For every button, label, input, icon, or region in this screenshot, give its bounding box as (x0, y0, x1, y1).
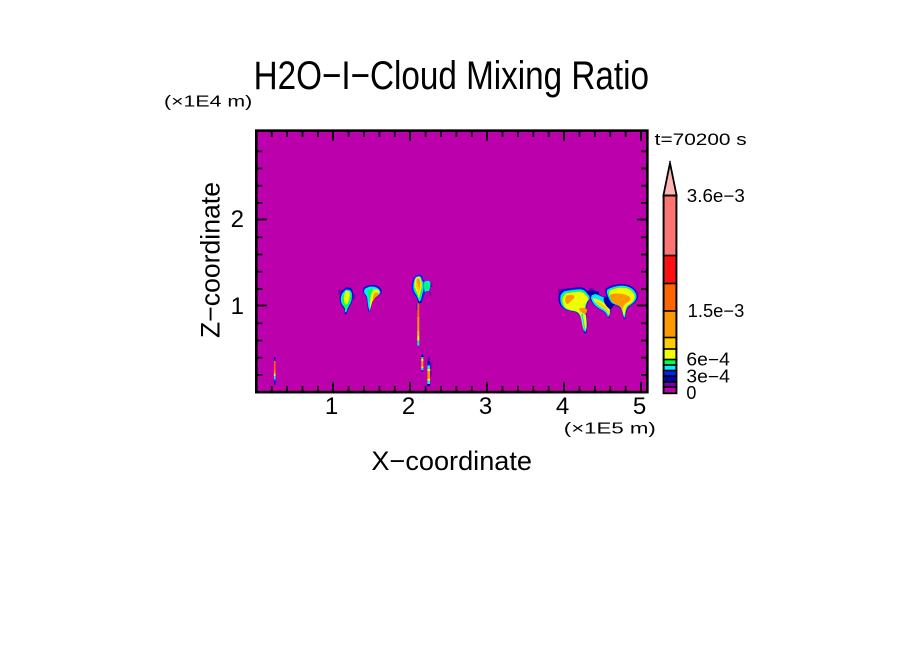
svg-text:3e−4: 3e−4 (686, 367, 729, 387)
svg-text:3.6e−3: 3.6e−3 (687, 186, 745, 206)
svg-text:1: 1 (231, 293, 244, 320)
svg-text:t=70200 s: t=70200 s (655, 130, 747, 149)
svg-text:3: 3 (479, 393, 492, 420)
svg-text:Z−coordinate: Z−coordinate (196, 182, 226, 338)
svg-text:1: 1 (325, 393, 338, 420)
svg-text:4: 4 (556, 393, 569, 420)
svg-text:6e−4: 6e−4 (686, 350, 729, 370)
svg-text:(×1E4 m): (×1E4 m) (164, 94, 252, 111)
svg-text:1.5e−3: 1.5e−3 (688, 301, 745, 321)
svg-text:H2O−I−Cloud Mixing Ratio: H2O−I−Cloud Mixing Ratio (254, 54, 649, 98)
svg-text:5: 5 (633, 393, 646, 420)
svg-text:(×1E5 m): (×1E5 m) (564, 420, 656, 437)
svg-text:2: 2 (231, 206, 244, 233)
svg-text:X−coordinate: X−coordinate (371, 446, 532, 476)
svg-text:2: 2 (402, 393, 415, 420)
svg-text:0: 0 (686, 383, 696, 403)
